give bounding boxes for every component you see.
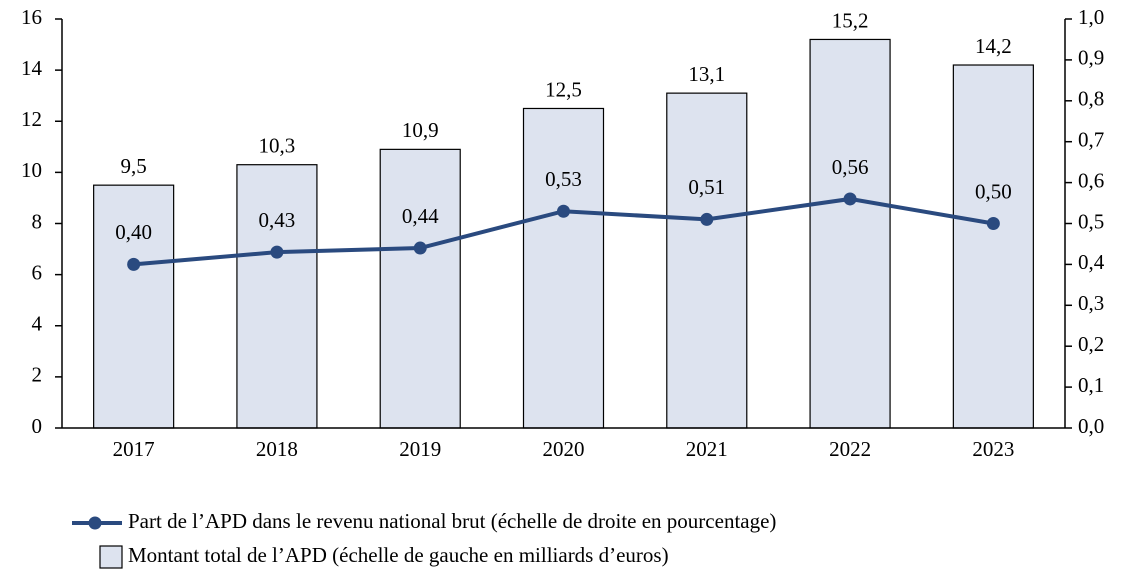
bar-value-label: 15,2 [832,8,869,32]
legend-label: Part de l’APD dans le revenu national br… [128,509,776,533]
x-tick-label: 2021 [686,437,728,461]
y2-tick-label: 0,1 [1078,373,1104,397]
line-point [843,192,857,206]
line-point [557,204,570,218]
bar-value-label: 10,3 [259,134,296,158]
y2-tick-label: 0,6 [1078,168,1104,192]
y-tick-label: 4 [32,312,43,336]
bar [952,64,1034,429]
legend-marker [88,516,102,530]
line-value-label: 0,51 [688,175,725,199]
line-point [270,245,284,259]
bar [93,184,175,429]
line-value-label: 0,40 [115,220,152,244]
bar-value-label: 9,5 [121,154,147,178]
y2-tick-label: 0,7 [1078,128,1104,152]
y-tick-label: 12 [21,107,42,131]
line-value-label: 0,53 [545,167,582,191]
x-tick-label: 2023 [972,437,1014,461]
line-point [700,212,714,226]
bar-value-label: 13,1 [688,62,725,86]
legend-swatch [99,545,123,569]
bar-value-label: 14,2 [975,34,1012,58]
line-value-label: 0,50 [975,179,1012,203]
legend-label: Montant total de l’APD (échelle de gauch… [128,543,669,567]
x-tick-label: 2022 [829,437,871,461]
bar [809,38,891,429]
y-tick-label: 16 [21,5,42,29]
y2-tick-label: 0,2 [1078,332,1104,356]
y2-tick-label: 0,0 [1078,414,1104,438]
bar-value-label: 12,5 [545,77,582,101]
bar [522,107,605,429]
y-tick-label: 6 [32,260,43,284]
y2-tick-label: 0,8 [1078,87,1104,111]
line-point [413,241,427,255]
y-tick-label: 0 [32,414,43,438]
y2-tick-label: 0,5 [1078,209,1104,233]
x-tick-label: 2020 [543,437,585,461]
y2-tick-label: 1,0 [1078,5,1104,29]
bar-value-label: 10,9 [402,118,439,142]
line-point [127,257,141,271]
line-value-label: 0,56 [832,155,869,179]
y2-tick-label: 0,4 [1078,250,1105,274]
bar [379,148,461,429]
bar [236,164,318,429]
line-point [986,217,1000,230]
x-tick-label: 2019 [399,437,441,461]
y2-tick-label: 0,9 [1078,46,1104,70]
x-tick-label: 2018 [256,437,298,461]
y-tick-label: 10 [21,158,42,182]
line-value-label: 0,44 [402,204,439,228]
bar [666,92,748,429]
y-tick-label: 14 [21,56,43,80]
line-value-label: 0,43 [259,208,296,232]
y-tick-label: 8 [32,209,43,233]
y2-tick-label: 0,3 [1078,291,1104,315]
y-tick-label: 2 [32,363,43,387]
x-tick-label: 2017 [113,437,155,461]
